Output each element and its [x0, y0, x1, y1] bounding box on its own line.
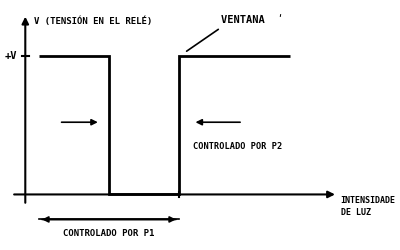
Text: +V: +V — [4, 50, 17, 60]
Text: INTENSIDADE
DE LUZ: INTENSIDADE DE LUZ — [340, 196, 396, 217]
Text: V (TENSIÓN EN EL RELÉ): V (TENSIÓN EN EL RELÉ) — [34, 17, 152, 26]
Text: CONTROLADO POR P2: CONTROLADO POR P2 — [193, 142, 282, 151]
Text: CONTROLADO POR P1: CONTROLADO POR P1 — [63, 229, 155, 238]
Text: VENTANA  ʹ: VENTANA ʹ — [221, 15, 283, 25]
